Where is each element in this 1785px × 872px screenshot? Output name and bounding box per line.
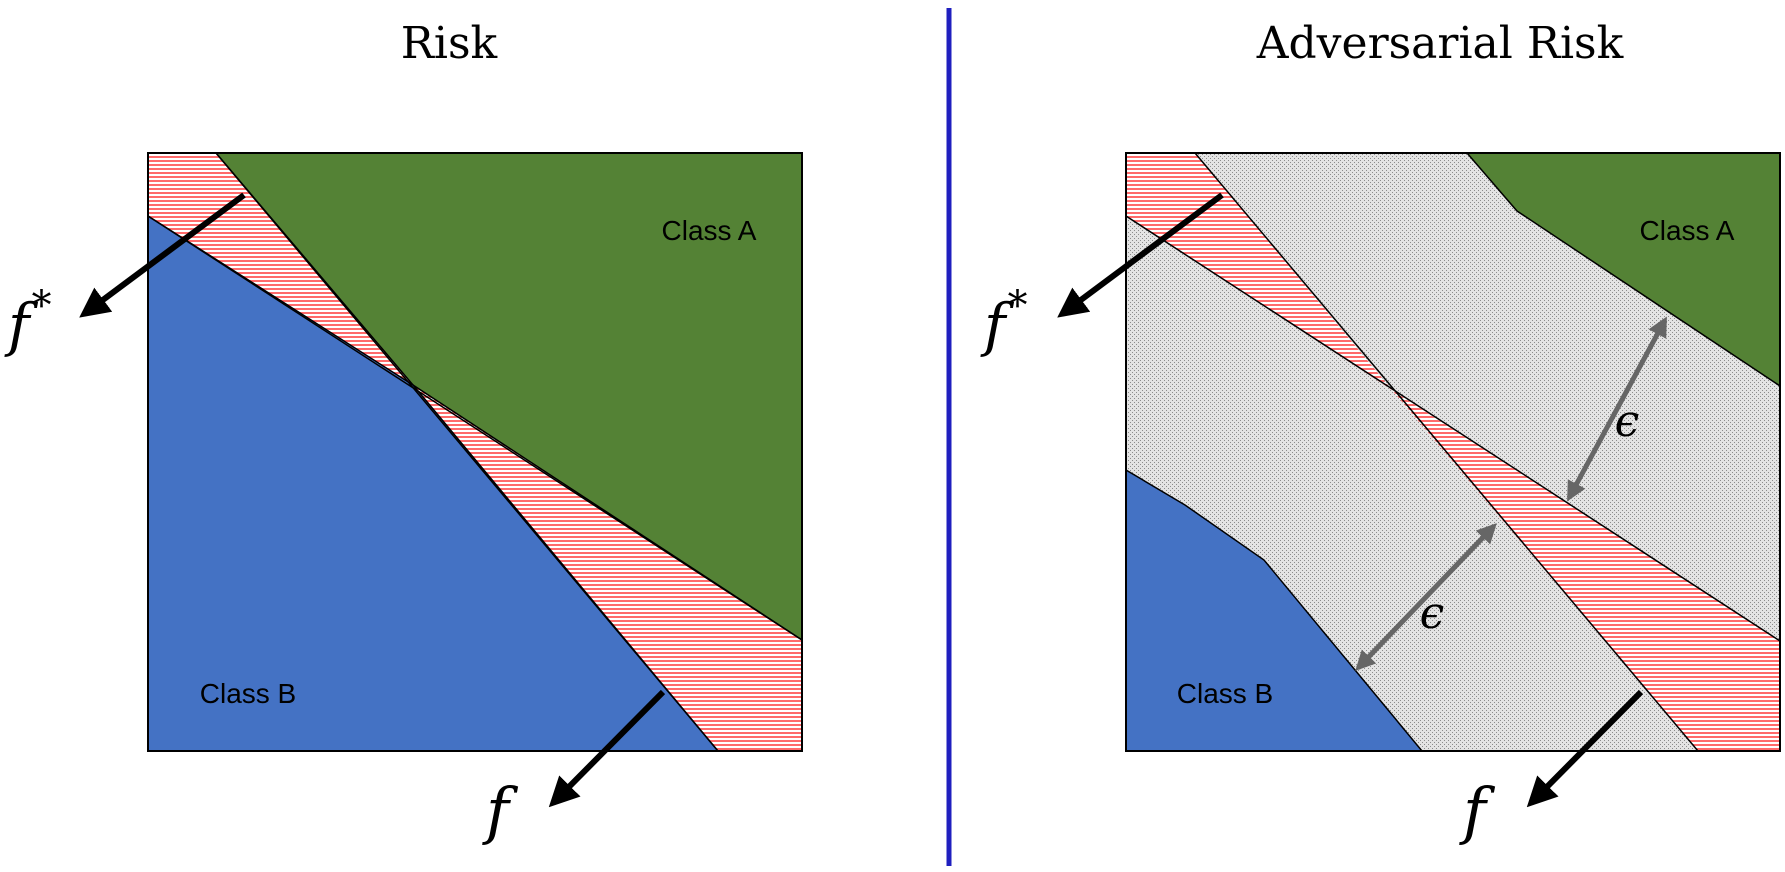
right-error-region-upper (1126, 153, 1392, 390)
right-epsilon-lower-arrow (1355, 523, 1497, 671)
right-class-a-label: Class A (1640, 215, 1735, 246)
right-epsilon-lower-label: ϵ (1420, 588, 1445, 639)
right-f-label: f (1459, 774, 1496, 847)
right-f-arrow (1526, 689, 1644, 808)
left-f-star-boundary (147, 215, 803, 641)
left-panel: Risk Class A Class B f* f (4, 18, 803, 847)
left-f-star-superscript: * (31, 283, 51, 329)
right-f-star-boundary (1125, 215, 1781, 642)
left-f-label: f (482, 774, 519, 847)
right-class-b-label: Class B (1177, 678, 1273, 709)
right-panel-title: Adversarial Risk (1256, 18, 1624, 69)
left-f-star-arrow (79, 192, 246, 318)
right-panel-frame (1125, 152, 1781, 752)
right-f-star-superscript: * (1007, 283, 1027, 329)
right-panel: Adversarial Risk Class A Class B ϵ ϵ f* … (980, 18, 1781, 847)
left-f-boundary (215, 152, 719, 752)
right-error-region-lower (1392, 390, 1780, 751)
right-f-star-label: f* (980, 283, 1027, 359)
right-f-star-arrow (1057, 192, 1224, 318)
left-class-b-label: Class B (200, 678, 296, 709)
left-panel-title: Risk (401, 18, 498, 69)
right-f-boundary (1194, 152, 1699, 752)
right-epsilon-upper-arrow (1566, 316, 1668, 502)
left-class-a-label: Class A (662, 215, 757, 246)
left-f-arrow (548, 689, 666, 808)
left-f-star-label: f* (4, 283, 51, 359)
left-panel-frame (147, 152, 803, 752)
right-epsilon-upper-label: ϵ (1615, 396, 1640, 447)
